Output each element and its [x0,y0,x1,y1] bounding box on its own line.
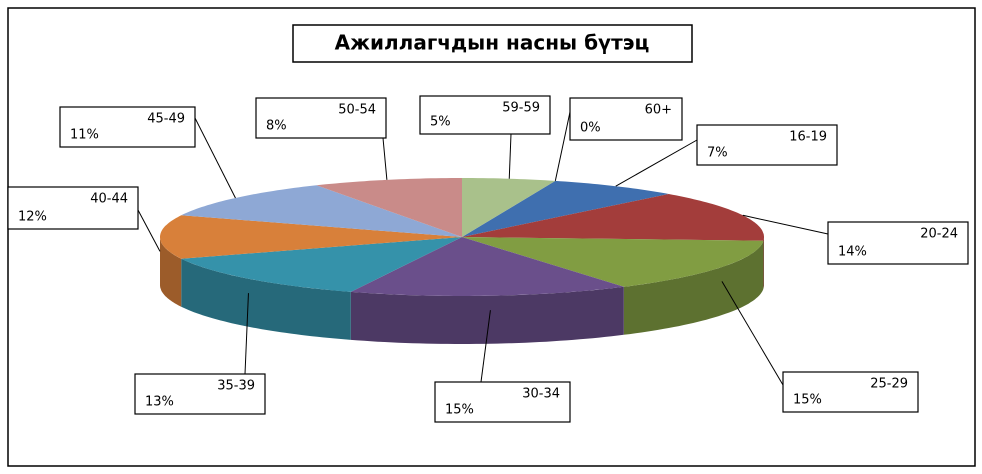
label-box [7,186,139,230]
label-value: 0% [580,121,601,136]
label-value: 12% [18,210,47,225]
label-value: 15% [793,393,822,408]
label-category: 16-19 [789,130,827,145]
pie-slice [160,215,462,259]
label-category: 59-59 [502,101,540,116]
pie-tops [160,178,764,296]
pie-slice [462,194,764,241]
label-value: 8% [266,119,287,134]
label-value: 15% [445,403,474,418]
pie-slice [350,237,624,296]
label-category: 60+ [645,103,672,118]
pie-wall [181,258,351,340]
label-value: 5% [430,115,451,130]
pie-walls [160,237,764,344]
label-box [134,373,266,415]
label-category: 25-29 [870,377,908,392]
label-box [696,124,838,166]
pie-slice [462,178,556,237]
title-box [292,24,693,63]
leader-line [137,209,161,252]
label-category: 30-34 [522,387,560,402]
pie-slice [462,180,669,237]
pie-slice [316,178,462,237]
label-category: 40-44 [90,192,128,207]
pie-slice [181,237,462,292]
chart-title: Ажиллагчдын насны бүтэц [335,31,650,55]
pie-wall [350,286,624,344]
leader-line [721,281,784,386]
label-category: 35-39 [217,379,255,394]
leader-line [508,133,512,179]
label-category: 50-54 [338,103,376,118]
leader-line [742,214,829,235]
pie-wall [763,237,764,289]
data-labels: 16-19 7% 20-24 14% 25-29 15% 30-34 15% 35-39 13% 4… [7,95,969,423]
label-value: 13% [145,395,174,410]
label-value: 11% [70,128,99,143]
label-box [434,381,571,423]
pie-wall [623,240,764,335]
leader-line [382,137,388,180]
label-box [782,371,919,413]
label-value: 14% [838,245,867,260]
leader-line [194,117,236,199]
label-value: 7% [707,146,728,161]
label-category: 20-24 [920,227,958,242]
label-box [419,95,551,135]
label-box [59,106,196,148]
label-box [255,97,387,139]
label-box [569,97,683,141]
leader-line [480,310,491,383]
leader-line [244,293,249,375]
pie-slice [181,185,462,237]
label-category: 45-49 [147,112,185,127]
pie-wall [160,237,182,307]
label-box [827,221,969,265]
leader-line [615,139,698,187]
leader-line [554,111,571,181]
pie-slice [462,237,764,287]
